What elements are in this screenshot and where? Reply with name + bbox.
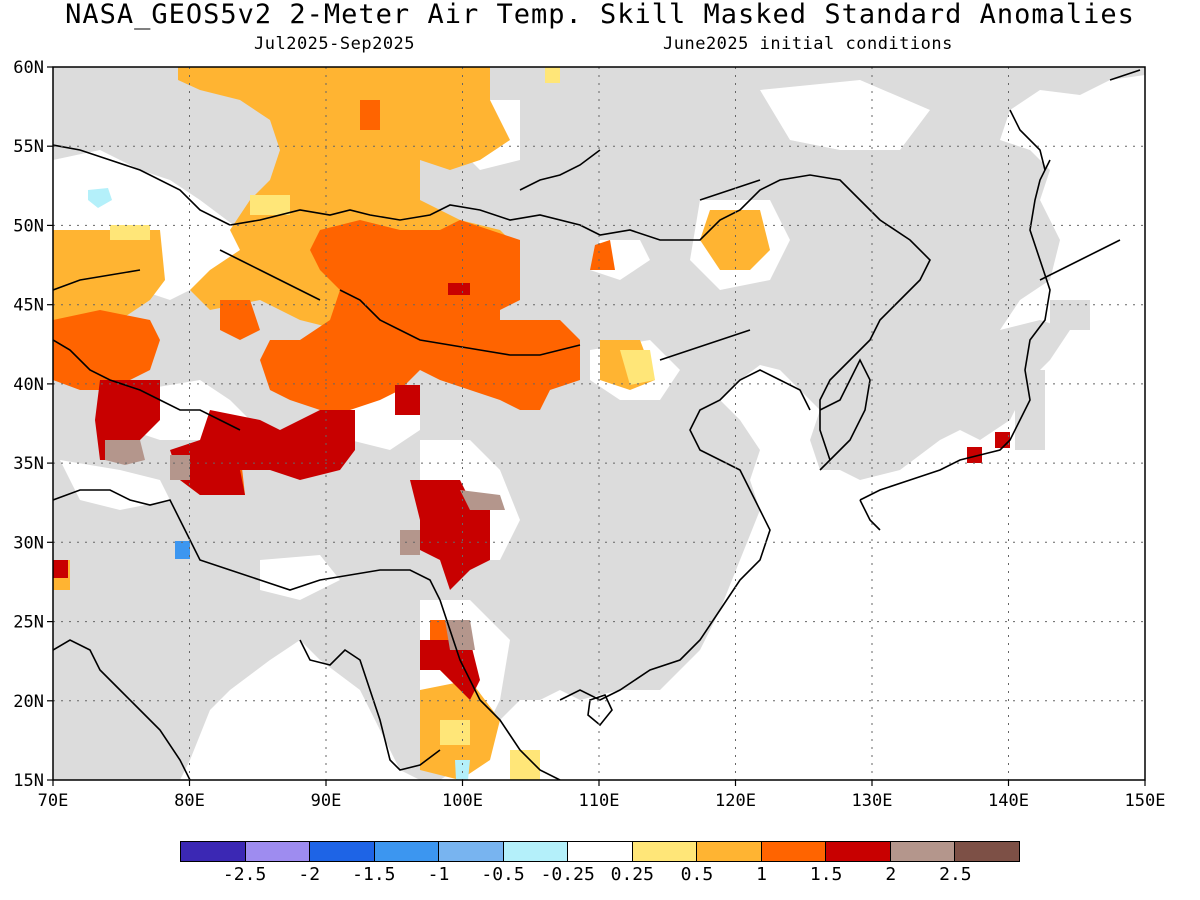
anomaly-negative: [88, 188, 470, 780]
colorbar-tick-label: 0.5: [680, 864, 714, 885]
lon-label: 100E: [442, 791, 483, 811]
colorbar-tick-label: 1.5: [809, 864, 843, 885]
anomaly-1.5-2: [53, 283, 1010, 700]
lon-label: 140E: [988, 791, 1029, 811]
colorbar-tick-label: 0.25: [610, 864, 654, 885]
colorbar-segment: [181, 842, 246, 861]
lon-label: 150E: [1125, 791, 1166, 811]
lon-label: 110E: [579, 791, 620, 811]
colorbar-segment: [439, 842, 504, 861]
map-title: NASA_GEOS5v2 2-Meter Air Temp. Skill Mas…: [65, 0, 1135, 30]
colorbar-tick-label: 2.5: [939, 864, 972, 885]
colorbar-segment: [568, 842, 633, 861]
colorbar-tick-label: -0.25: [540, 864, 595, 885]
colorbar-tick-label: -2: [298, 864, 321, 885]
forecast-period: Jul2025-Sep2025: [254, 34, 416, 54]
lat-label: 20N: [13, 692, 44, 712]
colorbar-segment: [245, 842, 311, 861]
colorbar: [180, 841, 1020, 862]
lat-label: 55N: [13, 137, 44, 157]
colorbar-tick-label: -1: [427, 864, 450, 885]
colorbar-tick-label: -2.5: [222, 864, 267, 885]
lat-label: 60N: [13, 58, 44, 78]
coastlines: [53, 69, 1141, 780]
anomaly-2-2.5: [105, 440, 505, 650]
lat-label: 15N: [13, 771, 44, 791]
colorbar-segment: [503, 842, 569, 861]
colorbar-segment: [632, 842, 698, 861]
colorbar-segment: [310, 842, 375, 861]
colorbar-segment: [826, 842, 891, 861]
lat-label: 30N: [13, 533, 44, 553]
lon-label: 80E: [174, 791, 205, 811]
initial-conditions: June2025 initial conditions: [663, 34, 953, 54]
colorbar-segment: [697, 842, 762, 861]
lat-label: 45N: [13, 296, 44, 316]
lon-label: 130E: [852, 791, 893, 811]
colorbar-segment: [761, 842, 827, 861]
anomaly-0.25-0.5: [110, 67, 655, 780]
colorbar-segment: [890, 842, 956, 861]
lon-label: 90E: [311, 791, 342, 811]
colorbar-tick-label: 2: [885, 864, 897, 885]
lat-label: 40N: [13, 375, 44, 395]
anomaly-map: 70E 80E 90E 100E 110E 120E 130E 140E 150…: [13, 58, 1166, 811]
graticule: [53, 67, 1145, 780]
colorbar-segment: [374, 842, 440, 861]
colorbar-tick-label: 1: [756, 864, 767, 885]
colorbar-tick-label: -1.5: [352, 864, 396, 885]
colorbar-tick-label: -0.5: [481, 864, 525, 885]
lon-label: 120E: [715, 791, 756, 811]
lat-label: 35N: [13, 454, 44, 474]
lon-label: 70E: [38, 791, 69, 811]
lat-label: 25N: [13, 613, 44, 633]
lat-label: 50N: [13, 216, 44, 236]
colorbar-segment: [955, 842, 1019, 861]
